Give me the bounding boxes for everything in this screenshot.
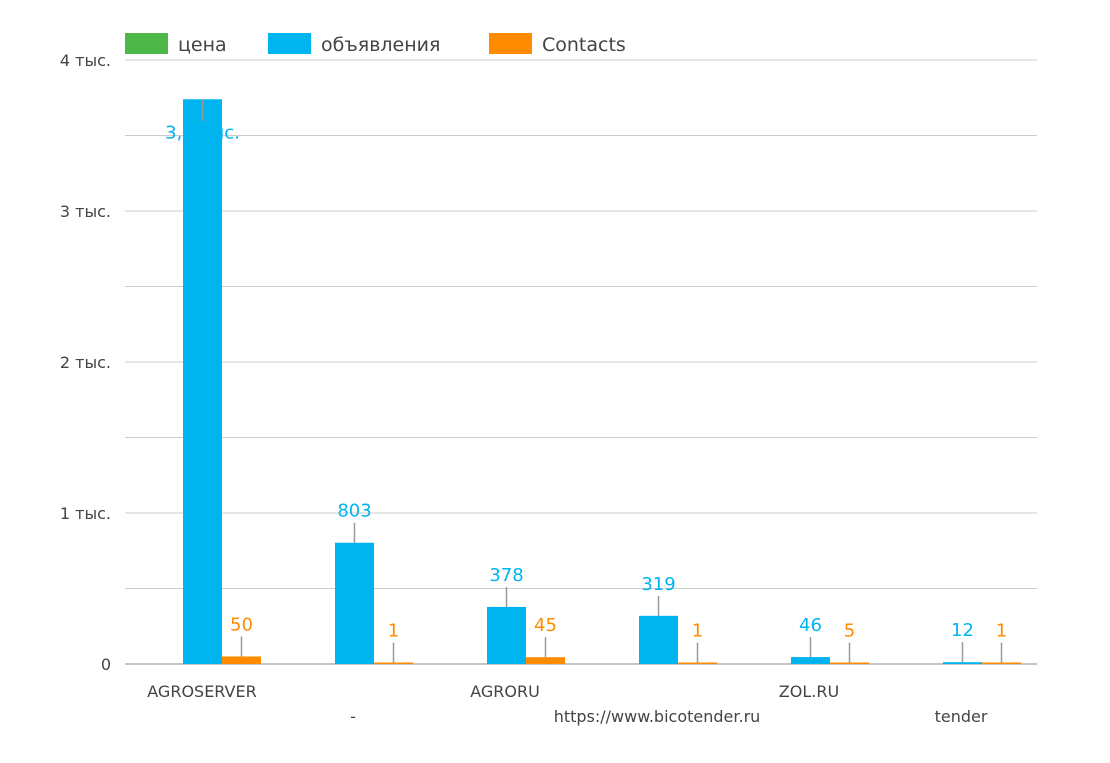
bar-contacts bbox=[830, 662, 869, 664]
x-category-label: AGROSERVER bbox=[147, 682, 256, 701]
bar-contacts bbox=[982, 662, 1021, 664]
data-label: 5 bbox=[844, 621, 855, 642]
bars bbox=[183, 99, 1021, 664]
y-tick-label: 2 тыс. bbox=[60, 353, 111, 372]
legend-label: Contacts bbox=[542, 34, 626, 56]
data-label: 1 bbox=[996, 621, 1007, 642]
legend: цена объявления Contacts bbox=[125, 33, 626, 56]
legend-label: объявления bbox=[321, 34, 440, 56]
bar-contacts bbox=[374, 662, 413, 664]
data-label: 1 bbox=[692, 621, 703, 642]
bar-contacts bbox=[678, 662, 717, 664]
bar-obyavleniya bbox=[791, 657, 830, 664]
legend-label: цена bbox=[178, 34, 227, 56]
y-tick-label: 0 bbox=[101, 655, 111, 674]
bar-obyavleniya bbox=[487, 606, 526, 664]
data-label: 378 bbox=[489, 565, 523, 586]
bar-obyavleniya bbox=[335, 542, 374, 664]
y-axis-ticks: 0 1 тыс. 2 тыс. 3 тыс. 4 тыс. bbox=[60, 51, 111, 674]
data-label: 803 bbox=[337, 501, 371, 522]
x-category-label: AGRORU bbox=[470, 682, 540, 701]
bar-obyavleniya bbox=[639, 615, 678, 664]
data-label: 50 bbox=[230, 614, 253, 635]
data-label: 12 bbox=[951, 620, 974, 641]
legend-swatch bbox=[489, 33, 532, 54]
data-label: 319 bbox=[641, 574, 675, 595]
x-category-label: tender bbox=[935, 707, 988, 726]
bar-obyavleniya bbox=[183, 99, 222, 664]
gridlines bbox=[125, 59, 1037, 665]
y-tick-label: 3 тыс. bbox=[60, 202, 111, 221]
data-labels: 3,7 тыс. 50 803 1 378 45 319 1 46 5 12 1 bbox=[165, 99, 1007, 663]
x-category-label: ZOL.RU bbox=[779, 682, 839, 701]
legend-swatch bbox=[125, 33, 168, 54]
bar-contacts bbox=[222, 656, 261, 664]
data-label: 46 bbox=[799, 615, 822, 636]
data-label: 45 bbox=[534, 615, 557, 636]
x-axis-categories: AGROSERVER - AGRORU https://www.bicotender.… bbox=[147, 682, 988, 726]
y-tick-label: 1 тыс. bbox=[60, 504, 111, 523]
bar-obyavleniya bbox=[943, 662, 982, 664]
legend-swatch bbox=[268, 33, 311, 54]
x-category-label: - bbox=[350, 707, 356, 726]
data-label: 1 bbox=[388, 621, 399, 642]
data-label: 3,7 тыс. bbox=[165, 122, 240, 143]
x-category-label: https://www.bicotender.ru bbox=[554, 707, 761, 726]
bar-contacts bbox=[526, 657, 565, 664]
y-tick-label: 4 тыс. bbox=[60, 51, 111, 70]
